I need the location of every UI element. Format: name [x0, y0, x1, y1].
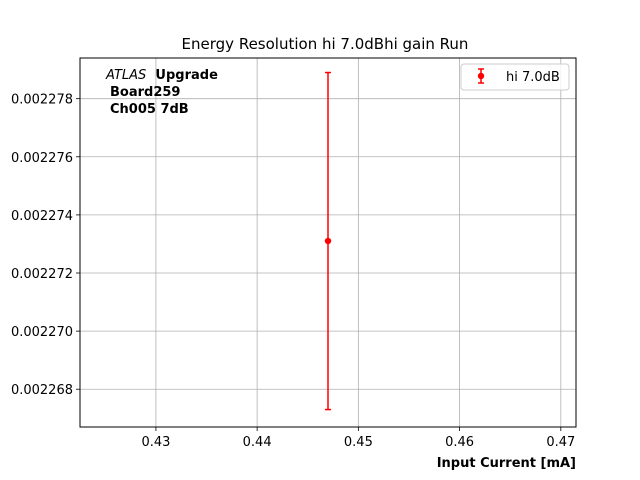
annotation-upgrade: Upgrade — [155, 68, 218, 83]
y-tick-label: 0.002278 — [11, 93, 73, 108]
x-axis-ticks: 0.43 0.44 0.45 0.46 0.47 — [141, 427, 575, 450]
plot-frame — [79, 57, 577, 428]
x-tick-label: 0.47 — [546, 435, 575, 450]
legend-marker-icon — [477, 72, 485, 80]
y-tick-label: 0.002274 — [11, 209, 73, 224]
legend-box — [460, 63, 570, 91]
y-axis-ticks: 0.002268 0.002270 0.002272 0.002274 0.002276… — [11, 93, 80, 398]
chart-title: Energy Resolution hi 7.0dBhi gain Run — [182, 35, 469, 53]
x-axis-label: Input Current [mA] — [437, 456, 576, 471]
y-tick-label: 0.002272 — [11, 267, 73, 282]
annotation-channel: Ch005 7dB — [110, 102, 189, 117]
legend: hi 7.0dB — [460, 63, 570, 91]
x-tick-label: 0.43 — [141, 435, 170, 450]
data-point — [324, 237, 332, 245]
legend-label: hi 7.0dB — [506, 70, 560, 85]
x-tick-label: 0.45 — [344, 435, 373, 450]
x-tick-label: 0.46 — [445, 435, 474, 450]
annotation-line-1: ATLAS Upgrade — [105, 68, 218, 83]
y-tick-label: 0.002276 — [11, 151, 73, 166]
x-tick-label: 0.44 — [243, 435, 272, 450]
y-tick-label: 0.002270 — [11, 325, 73, 340]
annotation-atlas: ATLAS — [105, 68, 146, 83]
y-tick-label: 0.002268 — [11, 383, 73, 398]
annotation-block: ATLAS Upgrade Board259 Ch005 7dB — [105, 68, 218, 117]
series-layer — [324, 71, 332, 411]
annotation-board: Board259 — [110, 85, 180, 100]
